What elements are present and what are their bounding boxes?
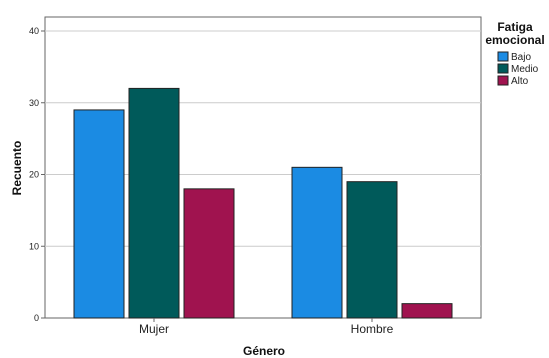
y-axis-title: Recuento — [10, 141, 24, 196]
legend-label-alto: Alto — [511, 76, 529, 87]
bar-alto-hombre — [401, 303, 453, 319]
bar-medio-mujer — [128, 87, 180, 319]
x-category-label: Mujer — [139, 322, 169, 336]
y-tick-label: 40 — [29, 26, 39, 36]
bar-medio-hombre — [346, 181, 398, 319]
legend-label-bajo: Bajo — [511, 52, 531, 63]
x-axis-title: Género — [243, 344, 285, 358]
y-tick-label: 0 — [34, 313, 39, 323]
legend-title-line2: emocional — [485, 33, 544, 47]
legend-swatch-medio — [497, 63, 509, 74]
y-tick-label: 10 — [29, 241, 39, 251]
bars — [73, 87, 453, 319]
y-tick-label: 20 — [29, 170, 39, 180]
legend-label-medio: Medio — [511, 64, 539, 75]
legend-title-line1: Fatiga — [497, 20, 533, 34]
y-axis-ticks: 0 10 20 30 40 — [29, 26, 45, 323]
x-axis-categories: Mujer Hombre — [139, 318, 394, 336]
bar-alto-mujer — [183, 188, 235, 319]
y-tick-label: 30 — [29, 98, 39, 108]
legend-swatch-bajo — [497, 51, 509, 62]
legend-swatch-alto — [497, 75, 509, 86]
x-category-label: Hombre — [351, 322, 394, 336]
bar-bajo-hombre — [291, 166, 343, 319]
bar-bajo-mujer — [73, 109, 125, 319]
